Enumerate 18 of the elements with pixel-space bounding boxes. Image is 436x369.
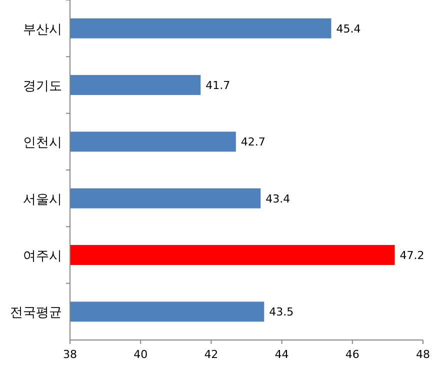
data-label: 42.7 (240, 136, 266, 149)
data-label: 45.4 (336, 22, 361, 36)
y-tick-label: 인천시 (23, 136, 62, 151)
data-label: 43.4 (266, 192, 290, 206)
x-tick-label: 48 (416, 348, 430, 361)
y-tick-label: 여주시 (23, 249, 62, 264)
x-tick-label: 40 (134, 348, 148, 361)
x-tick-label: 38 (63, 348, 77, 361)
y-tick-label: 서울시 (23, 192, 62, 208)
y-tick-label: 경기도 (23, 79, 62, 94)
x-tick-label: 42 (204, 348, 218, 361)
data-label: 47.2 (400, 249, 424, 262)
data-label: 41.7 (206, 79, 230, 92)
data-label: 43.5 (269, 306, 294, 319)
x-tick-label: 46 (345, 348, 360, 361)
y-tick-label: 전국평균 (10, 306, 62, 321)
x-tick-label: 44 (274, 348, 289, 361)
y-tick-label: 부산시 (23, 22, 62, 38)
